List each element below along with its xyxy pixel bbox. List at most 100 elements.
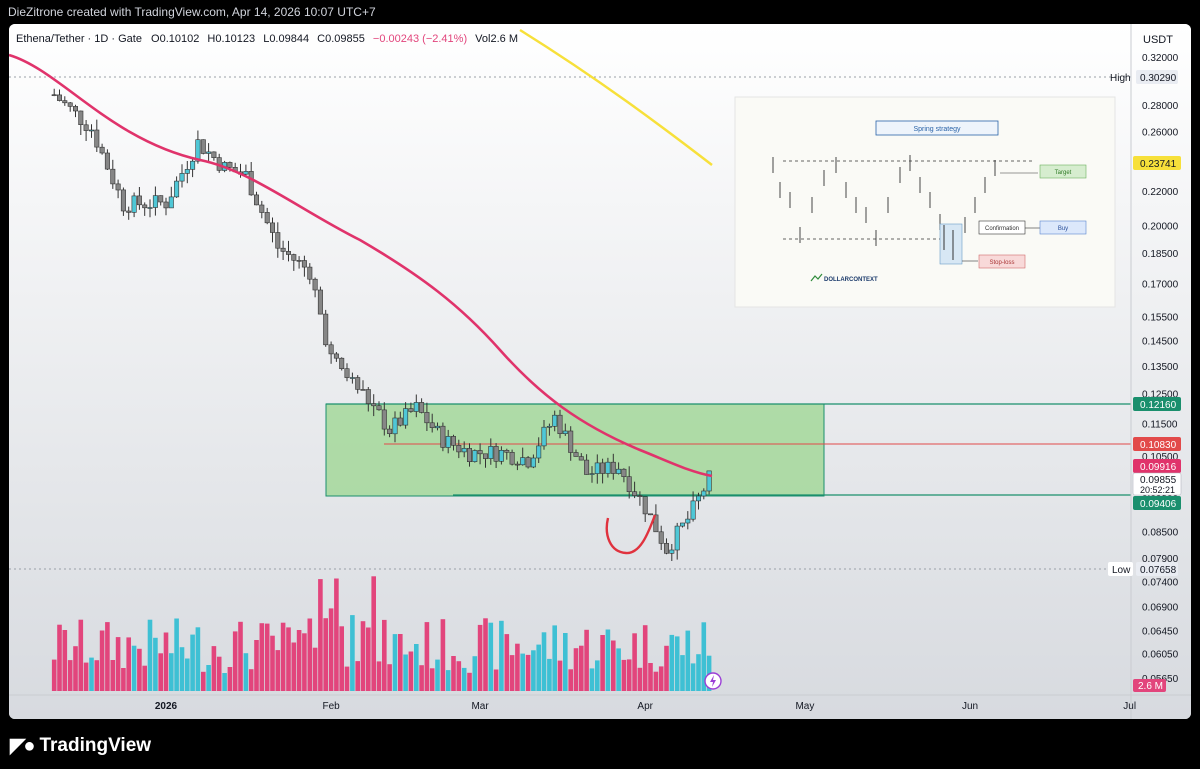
- candle-body: [174, 180, 180, 198]
- volume-bar: [307, 618, 313, 691]
- price-tick-label: 0.06050: [1142, 649, 1179, 660]
- candle-body: [445, 436, 451, 448]
- inset-stop-label: Stop-loss: [989, 260, 1014, 266]
- replay-icon[interactable]: [704, 672, 722, 690]
- candle-body: [152, 195, 158, 208]
- volume-bar: [126, 637, 131, 691]
- volume-bar: [605, 629, 611, 691]
- candle-body: [701, 490, 707, 497]
- pink-moving-average[interactable]: [9, 53, 713, 478]
- price-tick-label: 0.07900: [1142, 554, 1179, 565]
- candle-body: [344, 368, 350, 378]
- volume-bar: [179, 647, 185, 691]
- red-line-tag: [1133, 437, 1181, 451]
- candle-body: [99, 146, 105, 154]
- volume-bar: [190, 634, 195, 691]
- inset-logo-icon: [810, 273, 823, 282]
- candle-body: [600, 462, 606, 474]
- price-chart[interactable]: Spring strategy Target Confirmation Buy …: [9, 24, 1191, 719]
- candle-body: [131, 195, 137, 213]
- volume-bar: [110, 660, 116, 691]
- candle-body: [578, 456, 584, 461]
- range-zone[interactable]: [325, 403, 825, 497]
- volume-bar: [520, 653, 525, 691]
- candle-body: [89, 129, 95, 132]
- pink-ma-tag-value: 0.09916: [1140, 462, 1177, 473]
- candle-body: [62, 100, 68, 104]
- volume-bar: [105, 622, 110, 691]
- inset-stop-box: [978, 254, 1026, 269]
- volume-bar: [137, 648, 142, 691]
- candle-body: [323, 313, 329, 346]
- price-tick-label: 0.14500: [1142, 336, 1179, 347]
- volume-bar: [57, 624, 62, 691]
- tradingview-logo[interactable]: ◤● TradingView: [10, 733, 151, 758]
- legend-volume: 2.6 M: [490, 33, 518, 45]
- volume-bar: [216, 656, 222, 691]
- candle-body: [349, 377, 355, 379]
- candle-body: [605, 461, 611, 474]
- inset-image[interactable]: Spring strategy Target Confirmation Buy …: [734, 96, 1116, 308]
- volume-bar: [67, 660, 73, 691]
- countdown-value: 20:52:21: [1140, 485, 1175, 495]
- price-tick-label: 0.11500: [1142, 419, 1178, 430]
- low-tag-value: 0.07658: [1140, 565, 1177, 576]
- candle-body: [333, 353, 339, 359]
- volume-bar: [536, 644, 541, 691]
- volume-bar: [280, 622, 286, 691]
- volume-bar: [424, 622, 430, 691]
- volume-bar: [696, 654, 701, 691]
- volume-bar: [51, 659, 57, 691]
- volume-bar: [232, 631, 238, 691]
- volume-bar: [584, 629, 589, 691]
- candle-body: [568, 430, 574, 453]
- candle-body: [450, 436, 456, 446]
- volume-bar: [312, 647, 318, 691]
- yellow-moving-average[interactable]: [519, 28, 713, 166]
- volume-bar: [147, 619, 153, 691]
- chart-frame[interactable]: Spring strategy Target Confirmation Buy …: [9, 24, 1191, 719]
- volume-histogram: [51, 576, 712, 691]
- volume-bar: [392, 634, 398, 691]
- volume-bar: [626, 659, 632, 691]
- volume-bar: [680, 655, 685, 691]
- volume-bar: [222, 673, 227, 691]
- candle-body: [584, 459, 590, 475]
- legend: Ethena/Tether · 1D · Gate O0.10102 H0.10…: [16, 33, 518, 45]
- volume-bar: [195, 627, 201, 691]
- volume-bar: [254, 640, 259, 691]
- candle-body: [594, 462, 600, 474]
- volume-bar: [669, 634, 675, 691]
- volume-bar: [616, 648, 621, 691]
- currency-label[interactable]: USDT: [1143, 34, 1173, 46]
- candle-body: [616, 468, 622, 474]
- volume-bar: [632, 633, 637, 691]
- volume-bar: [62, 630, 68, 691]
- time-axis[interactable]: 2026 Feb Mar Apr May Jun Jul: [155, 701, 1136, 712]
- price-tick-label: 0.28000: [1142, 101, 1179, 112]
- candle-body: [509, 451, 515, 465]
- candle-body: [301, 260, 307, 268]
- price-tick-label: 0.17000: [1142, 280, 1179, 291]
- candle-body: [184, 169, 190, 174]
- candle-body: [51, 94, 57, 96]
- legend-low: 0.09844: [269, 33, 309, 45]
- volume-bar: [648, 663, 653, 691]
- candle-body: [626, 476, 632, 493]
- candle-body: [285, 251, 291, 255]
- candle-body: [126, 210, 132, 213]
- candle-body: [397, 417, 403, 426]
- volume-bar: [499, 620, 504, 691]
- candle-body: [142, 204, 148, 209]
- spring-curve-annotation[interactable]: [605, 514, 657, 555]
- volume-bar: [275, 650, 281, 691]
- volume-bar: [552, 625, 557, 691]
- price-tick-label: 0.22000: [1142, 187, 1179, 198]
- volume-bar: [611, 640, 616, 691]
- time-tick-label: Mar: [471, 701, 489, 712]
- red-line-tag-value: 0.10830: [1140, 440, 1177, 451]
- volume-bar: [376, 661, 382, 691]
- zone-top-tag-value: 0.12160: [1140, 400, 1177, 411]
- price-tick-label: 0.10500: [1142, 452, 1179, 463]
- candle-body: [360, 389, 366, 391]
